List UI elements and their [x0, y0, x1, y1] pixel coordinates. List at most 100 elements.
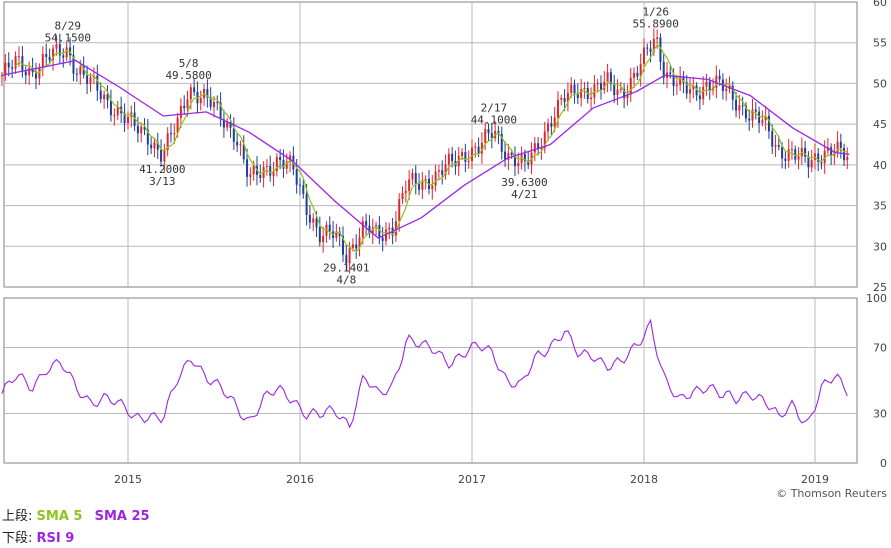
- candle-body: [652, 38, 655, 52]
- candle-body: [797, 156, 800, 160]
- candle-body: [490, 133, 493, 139]
- candle-body: [576, 93, 579, 98]
- candle-body: [411, 172, 414, 180]
- candle-body: [599, 83, 602, 90]
- candle-body: [11, 67, 14, 69]
- candle-body: [533, 143, 536, 153]
- candle-body: [540, 148, 543, 150]
- candle-body: [123, 113, 126, 124]
- x-tick-label: 2015: [114, 473, 142, 486]
- candle-body: [285, 161, 288, 169]
- candle-body: [381, 237, 384, 241]
- candle-body: [186, 99, 189, 109]
- candle-body: [315, 218, 318, 228]
- candle-body: [553, 117, 556, 127]
- candle-body: [820, 162, 823, 164]
- candle-body: [431, 185, 434, 190]
- candle-body: [774, 145, 777, 147]
- candle-body: [636, 72, 639, 77]
- candle-body: [830, 147, 833, 156]
- candle-body: [771, 131, 774, 147]
- candle-body: [846, 156, 849, 161]
- candle-body: [784, 158, 787, 161]
- candle-body: [669, 72, 672, 74]
- x-tick-label: 2018: [630, 473, 658, 486]
- annotation-label: 41.2000: [139, 163, 185, 176]
- candle-body: [143, 126, 146, 130]
- candle-body: [629, 77, 632, 95]
- candle-body: [735, 99, 738, 111]
- candle-body: [656, 37, 659, 39]
- price-y-tick-label: 60: [873, 0, 887, 9]
- annotation-label: 4/21: [511, 188, 538, 201]
- candle-body: [345, 254, 348, 264]
- candle-body: [0, 75, 3, 77]
- candle-body: [682, 76, 685, 83]
- candle-body: [361, 221, 364, 238]
- price-y-tick-label: 40: [873, 159, 887, 172]
- candle-body: [401, 192, 404, 200]
- candle-body: [193, 87, 196, 92]
- candle-body: [212, 101, 215, 108]
- candle-body: [126, 116, 129, 124]
- candle-body: [384, 229, 387, 241]
- candle-body: [183, 105, 186, 109]
- copyright-label: © Thomson Reuters: [776, 487, 887, 500]
- candle-body: [378, 224, 381, 238]
- candle-body: [517, 163, 520, 167]
- legend-rsi9: RSI 9: [36, 531, 75, 546]
- candle-body: [441, 170, 444, 175]
- candle-body: [169, 133, 172, 135]
- candle-body: [17, 56, 20, 58]
- candle-body: [474, 146, 477, 148]
- candle-body: [140, 126, 143, 134]
- candle-body: [232, 127, 235, 142]
- rsi-panel: 0 30 70 100: [1, 292, 887, 470]
- candle-body: [272, 171, 275, 176]
- annotation-label: 3/13: [149, 175, 176, 188]
- candle-body: [480, 142, 483, 154]
- price-y-tick-label: 35: [873, 200, 887, 213]
- candle-body: [467, 160, 470, 162]
- candle-body: [563, 98, 566, 103]
- candle-body: [444, 164, 447, 175]
- candle-body: [421, 180, 424, 190]
- candle-body: [236, 141, 239, 146]
- candle-body: [308, 214, 311, 223]
- candle-body: [62, 55, 65, 58]
- candle-body: [487, 129, 490, 134]
- candle-body: [583, 87, 586, 90]
- candle-body: [109, 100, 112, 116]
- candle-body: [836, 141, 839, 153]
- candle-body: [75, 73, 78, 75]
- candle-body: [807, 156, 810, 168]
- candle-body: [252, 165, 255, 175]
- price-y-tick-label: 50: [873, 77, 887, 90]
- lower-legend-prefix: 下段:: [2, 531, 33, 546]
- candle-body: [437, 170, 440, 172]
- candle-body: [259, 174, 262, 178]
- candle-body: [573, 84, 576, 94]
- candle-body: [156, 142, 159, 150]
- rsi-y-tick-label: 30: [873, 408, 887, 421]
- candle-body: [216, 101, 219, 103]
- upper-legend: 上段: SMA 5 SMA 25: [2, 509, 150, 525]
- candle-body: [692, 85, 695, 90]
- candle-body: [685, 82, 688, 94]
- candle-body: [146, 129, 149, 145]
- candle-body: [298, 184, 301, 186]
- candle-body: [613, 84, 616, 95]
- candle-body: [96, 75, 99, 91]
- candle-body: [537, 143, 540, 150]
- price-y-tick-label: 55: [873, 37, 887, 50]
- annotation-label: 54.1500: [45, 32, 91, 45]
- lower-legend: 下段: RSI 9: [2, 531, 74, 547]
- candle-body: [702, 86, 705, 100]
- candle-body: [451, 153, 454, 162]
- candle-body: [777, 145, 780, 147]
- candle-body: [295, 169, 298, 185]
- candle-body: [748, 118, 751, 121]
- candle-body: [206, 88, 209, 98]
- candle-body: [246, 159, 249, 177]
